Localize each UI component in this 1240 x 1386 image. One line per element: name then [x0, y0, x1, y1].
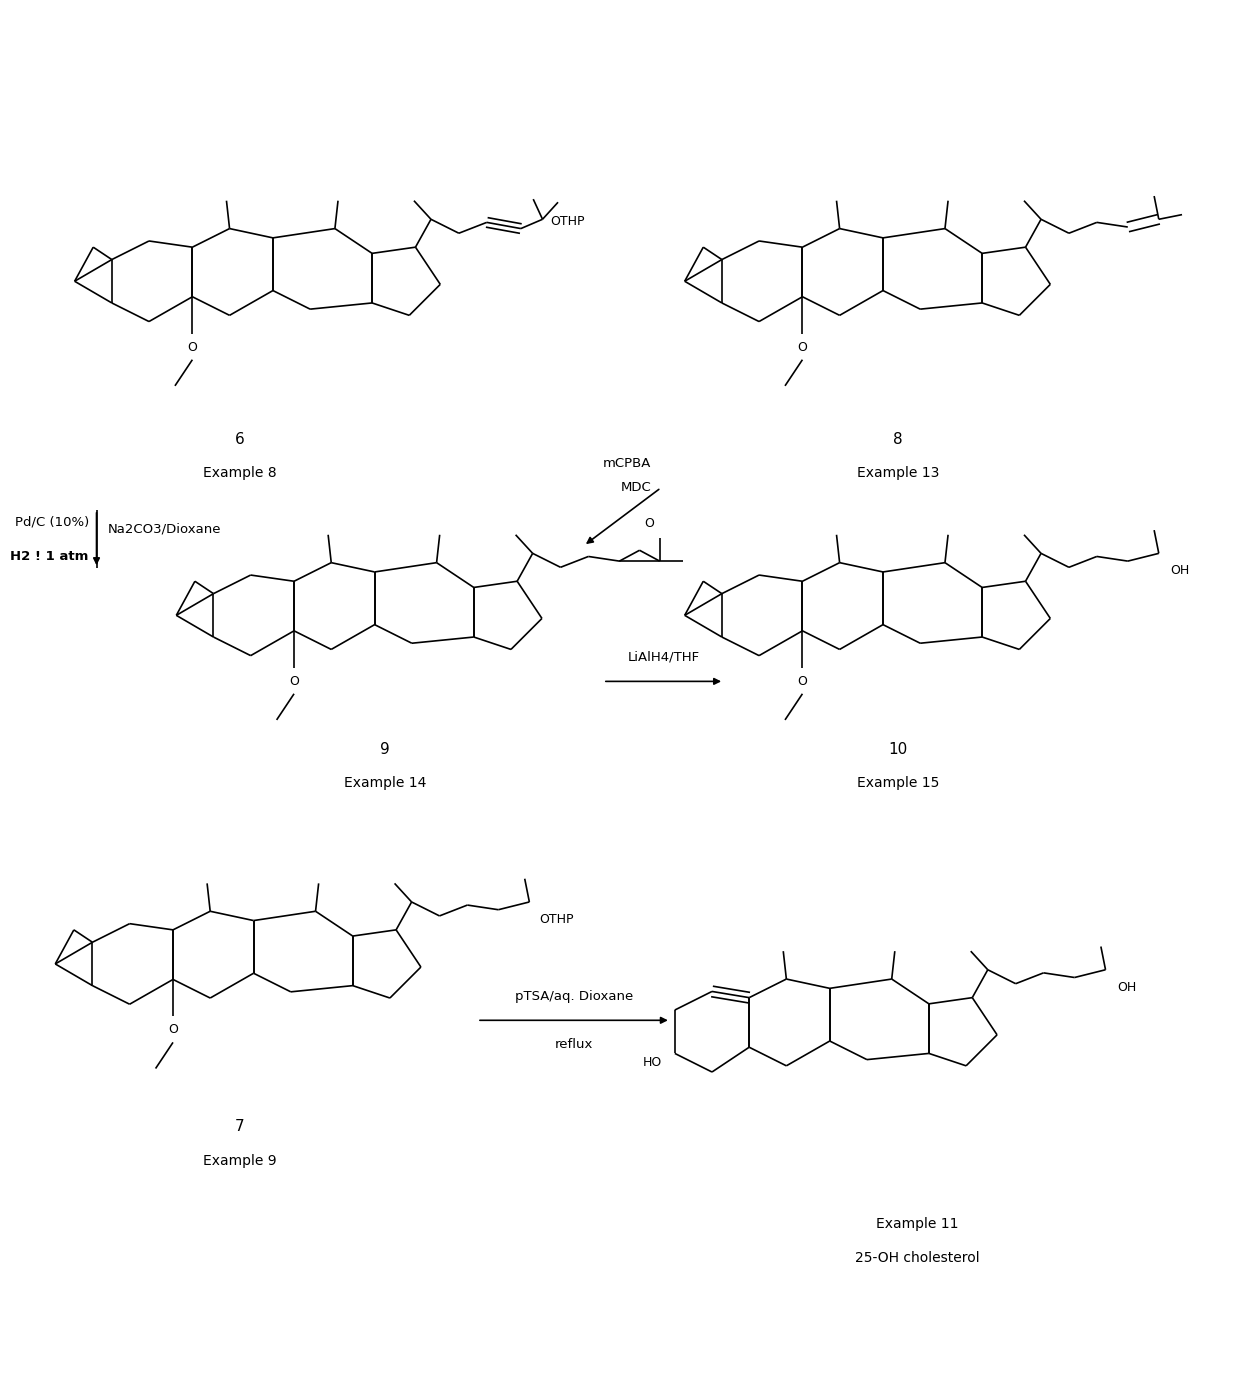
Text: 25-OH cholesterol: 25-OH cholesterol	[856, 1250, 980, 1264]
Text: O: O	[187, 341, 197, 353]
Text: O: O	[797, 675, 807, 687]
Text: MDC: MDC	[621, 481, 651, 495]
Text: mCPBA: mCPBA	[603, 457, 651, 470]
Text: Example 15: Example 15	[857, 776, 940, 790]
Text: 10: 10	[889, 742, 908, 757]
Text: Na2CO3/Dioxane: Na2CO3/Dioxane	[108, 523, 222, 536]
Text: H2 ! 1 atm: H2 ! 1 atm	[10, 550, 89, 563]
Text: 8: 8	[894, 432, 903, 446]
Text: 7: 7	[236, 1120, 244, 1134]
Text: HO: HO	[644, 1056, 662, 1069]
Text: OTHP: OTHP	[539, 913, 574, 926]
Text: Example 9: Example 9	[203, 1153, 277, 1168]
Text: LiAlH4/THF: LiAlH4/THF	[627, 651, 699, 664]
Text: Example 14: Example 14	[343, 776, 427, 790]
Text: Pd/C (10%): Pd/C (10%)	[15, 516, 89, 528]
Text: Example 11: Example 11	[877, 1217, 959, 1231]
Text: OTHP: OTHP	[551, 215, 585, 227]
Text: reflux: reflux	[554, 1038, 593, 1051]
Text: Example 8: Example 8	[203, 466, 277, 480]
Text: OH: OH	[1171, 564, 1189, 578]
Text: O: O	[289, 675, 299, 687]
Text: 9: 9	[381, 742, 389, 757]
Text: O: O	[169, 1023, 179, 1037]
Text: 6: 6	[234, 432, 244, 446]
Text: OH: OH	[1117, 981, 1136, 994]
Text: O: O	[645, 517, 655, 529]
Text: Example 13: Example 13	[857, 466, 940, 480]
Text: O: O	[797, 341, 807, 353]
Text: pTSA/aq. Dioxane: pTSA/aq. Dioxane	[515, 990, 634, 1003]
